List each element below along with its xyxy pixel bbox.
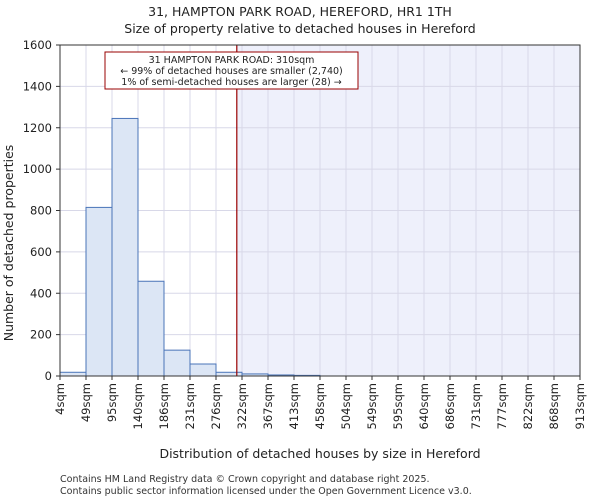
annotation-line-3: 1% of semi-detached houses are larger (2…: [121, 77, 341, 88]
chart-subtitle: Size of property relative to detached ho…: [124, 21, 475, 36]
x-tick-label: 322sqm: [235, 383, 249, 429]
y-axis-label: Number of detached properties: [1, 145, 16, 342]
bar-186sqm: [163, 349, 191, 377]
x-tick-label: 140sqm: [131, 383, 145, 429]
y-tick-label: 1600: [23, 38, 52, 52]
x-tick-label: 822sqm: [521, 383, 535, 429]
x-tick-label: 777sqm: [495, 383, 509, 429]
bar-276sqm: [215, 371, 243, 377]
y-tick-label: 0: [45, 369, 52, 383]
bar-49sqm: [85, 206, 113, 377]
annotation-line-2: ← 99% of detached houses are smaller (2,…: [120, 66, 343, 77]
x-tick-label: 731sqm: [469, 383, 483, 429]
x-tick-label: 640sqm: [417, 383, 431, 429]
annotation-box: [104, 51, 359, 90]
bar-4sqm: [59, 371, 87, 377]
x-tick-label: 186sqm: [157, 383, 171, 429]
x-tick-label: 913sqm: [573, 383, 587, 429]
x-tick-label: 231sqm: [183, 383, 197, 429]
x-tick-label: 367sqm: [261, 383, 275, 429]
x-axis-label: Distribution of detached houses by size …: [159, 446, 480, 461]
y-tick-label: 1200: [23, 121, 52, 135]
x-tick-label: 276sqm: [209, 383, 223, 429]
footer-line-1: Contains HM Land Registry data © Crown c…: [60, 474, 430, 485]
bar-231sqm: [189, 363, 217, 377]
y-tick-label: 1400: [23, 79, 52, 93]
x-tick-label: 549sqm: [365, 383, 379, 429]
x-tick-label: 504sqm: [339, 383, 353, 429]
x-tick-label: 686sqm: [443, 383, 457, 429]
x-tick-label: 458sqm: [313, 383, 327, 429]
y-tick-label: 600: [30, 245, 52, 259]
plot-area: 0 200 400 600 800 1000 1200 1400 1600 4sqm 49sqm 95…: [23, 38, 587, 429]
bar-140sqm: [137, 280, 165, 377]
y-tick-label: 1000: [23, 162, 52, 176]
x-tick-label: 4sqm: [53, 383, 67, 415]
bar-95sqm: [111, 117, 139, 377]
x-tick-label: 49sqm: [79, 383, 93, 422]
chart-title: 31, HAMPTON PARK ROAD, HEREFORD, HR1 1TH: [148, 4, 452, 19]
x-tick-label: 413sqm: [287, 383, 301, 429]
y-tick-label: 400: [30, 286, 52, 300]
x-tick-label: 595sqm: [391, 383, 405, 429]
y-tick-label: 200: [30, 328, 52, 342]
footer-line-2: Contains public sector information licen…: [60, 486, 472, 497]
x-tick-label: 95sqm: [105, 383, 119, 422]
annotation-line-1: 31 HAMPTON PARK ROAD: 310sqm: [149, 55, 315, 66]
y-tick-label: 800: [30, 204, 52, 218]
x-tick-label: 868sqm: [547, 383, 561, 429]
